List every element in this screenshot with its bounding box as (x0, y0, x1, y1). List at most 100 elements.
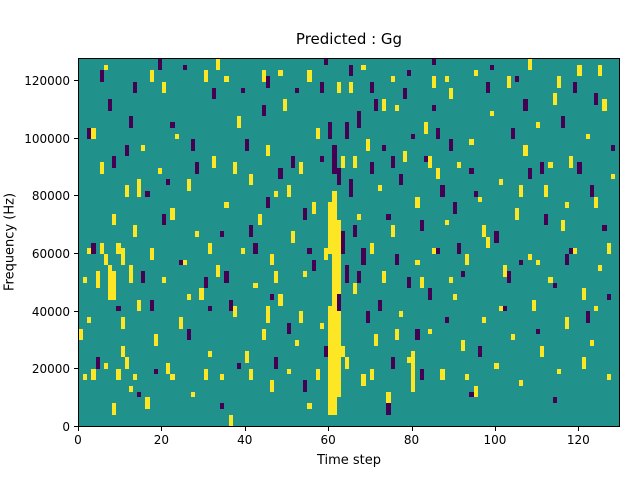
heatmap-cell-high (232, 162, 237, 174)
heatmap-cell-high (585, 133, 590, 140)
heatmap-cell-low (91, 242, 96, 254)
heatmap-cell-low (162, 213, 167, 226)
heatmap-cell-low (432, 104, 437, 111)
heatmap-cell-low (153, 368, 158, 375)
heatmap-cell-high (286, 368, 291, 375)
heatmap-cell-high (332, 190, 337, 415)
y-ticks: 0 20000 40000 60000 80000 100000 120000 (0, 58, 70, 434)
heatmap-cell-high (307, 70, 312, 82)
heatmap-cell-high (531, 299, 536, 312)
heatmap-cell-low (382, 145, 387, 151)
heatmap-cell-low (124, 145, 129, 157)
heatmap-cell-high (128, 385, 133, 392)
heatmap-cell-low (265, 76, 271, 88)
heatmap-cell-high (390, 76, 395, 82)
heatmap-cell-high (116, 368, 121, 381)
y-tick-mark (74, 137, 78, 139)
heatmap-cell-low (569, 248, 574, 254)
heatmap-cell-high (452, 294, 457, 300)
heatmap-cell-high (594, 196, 599, 209)
heatmap-cell-low (261, 104, 266, 117)
heatmap-cell-low (128, 116, 133, 128)
heatmap-cell-low (344, 265, 349, 283)
heatmap-cell-high (444, 76, 449, 82)
heatmap-cell-high (153, 334, 158, 346)
heatmap-cell-high (565, 202, 570, 209)
heatmap-cell-low (307, 248, 312, 254)
heatmap-cell-high (224, 76, 229, 82)
heatmap-cell-high (552, 93, 557, 105)
heatmap-cell-low (419, 368, 424, 381)
heatmap-cell-low (515, 76, 520, 82)
heatmap-cell-high (145, 397, 150, 409)
heatmap-cell-high (220, 374, 225, 381)
x-tick-label: 120 (566, 433, 590, 447)
heatmap-cell-low (407, 70, 412, 77)
heatmap-cell-high (99, 162, 104, 174)
heatmap-cell-high (103, 362, 109, 369)
heatmap-cell-low (220, 403, 225, 409)
heatmap-cell-low (610, 145, 615, 151)
heatmap-cell-high (473, 70, 478, 77)
heatmap-cell-low (166, 179, 171, 186)
heatmap-cell-high (174, 133, 179, 140)
heatmap-cell-low (95, 357, 100, 369)
heatmap-cell-high (228, 414, 233, 426)
heatmap-cell-high (216, 265, 221, 277)
heatmap-cell-high (565, 317, 570, 329)
heatmap-cell-high (124, 185, 129, 197)
heatmap-cell-high (249, 173, 254, 186)
heatmap-cell-high (427, 156, 433, 168)
heatmap-cell-high (191, 391, 196, 398)
heatmap-cell-low (290, 156, 295, 168)
heatmap-cell-high (162, 81, 167, 94)
heatmap-cell-high (515, 208, 520, 220)
heatmap-cell-high (461, 339, 466, 352)
heatmap-cell-low (303, 208, 308, 220)
y-axis-label: Frequency (Hz) (2, 192, 18, 292)
heatmap-cell-high (556, 368, 561, 375)
heatmap-cell-high (203, 368, 208, 381)
heatmap-cell-high (236, 116, 241, 128)
heatmap-cell-low (386, 213, 391, 220)
heatmap-cell-high (573, 248, 578, 254)
heatmap-cell-high (278, 70, 283, 77)
heatmap-cell-high (91, 368, 96, 381)
heatmap-cell-high (265, 305, 271, 323)
heatmap-cell-low (319, 156, 325, 163)
heatmap-cell-low (419, 219, 424, 232)
heatmap-cell-high (315, 127, 320, 140)
heatmap-cell-high (149, 248, 154, 260)
heatmap-cell-low (440, 185, 445, 197)
heatmap-cell-high (224, 202, 229, 209)
heatmap-cell-high (602, 99, 607, 111)
heatmap-cell-low (336, 167, 341, 186)
heatmap-cell-high (369, 242, 374, 254)
heatmap-cell-high (560, 219, 565, 232)
heatmap-cell-low (386, 403, 391, 415)
heatmap-cell-low (324, 345, 329, 358)
heatmap-cell-low (494, 231, 499, 243)
heatmap-cell-high (87, 248, 92, 254)
heatmap-cell-high (274, 190, 279, 197)
heatmap-cell-high (295, 339, 300, 346)
heatmap-cell-high (120, 345, 125, 358)
heatmap-cell-low (311, 259, 316, 272)
heatmap-cell-high (207, 242, 212, 254)
heatmap-cell-low (469, 167, 474, 174)
heatmap-cell-high (120, 248, 125, 266)
heatmap-cell-high (120, 317, 125, 329)
heatmap-cell-high (99, 242, 104, 254)
heatmap-cell-low (606, 294, 611, 300)
heatmap-cell-low (286, 322, 291, 335)
heatmap-cell-low (336, 294, 341, 312)
heatmap-cell-high (390, 225, 395, 237)
chart-title: Predicted : Gg (295, 30, 403, 48)
x-tick-mark (78, 427, 79, 431)
heatmap-cell-high (199, 288, 204, 300)
y-tick-label: 0 (62, 420, 70, 434)
heatmap-cell-high (548, 162, 553, 168)
heatmap-cell-high (203, 70, 208, 82)
heatmap-cell-high (116, 242, 121, 254)
heatmap-cell-high (523, 145, 528, 157)
